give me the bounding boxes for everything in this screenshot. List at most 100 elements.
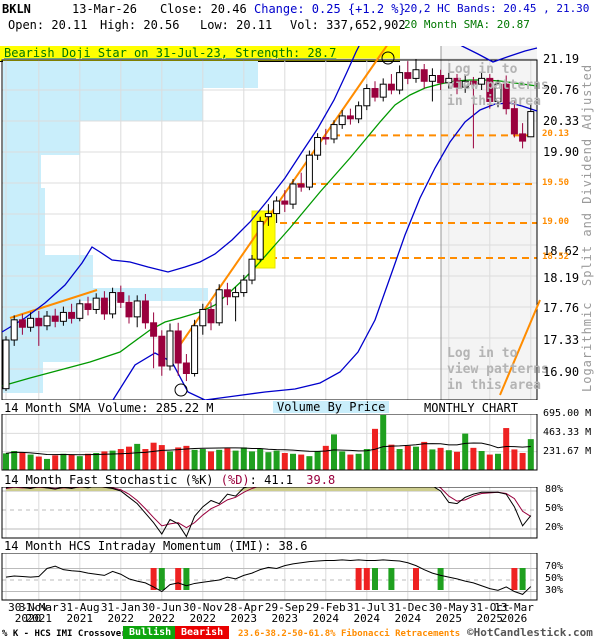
price-axis-label: 20.33 (543, 114, 580, 128)
low-value: Low: 20.11 (200, 18, 273, 32)
candle-body (379, 83, 387, 98)
x-axis-tick-year: 2022 (189, 612, 217, 625)
candle-body (59, 311, 67, 322)
login-line: view patterns (447, 362, 549, 377)
imi-bearish-signal[interactable] (175, 568, 182, 590)
sma20-value: 20 Month SMA: 20.87 (404, 18, 530, 31)
login-overlay-top[interactable]: Log in to view patterns in this area (447, 62, 549, 110)
volume-bar (208, 451, 214, 470)
x-axis-tick-date: 31-Mar (18, 601, 59, 614)
hc-bands-value: 20,2 HC Bands: 20.45 , 21.30 (404, 2, 590, 15)
login-overlay-bottom[interactable]: Log in to view patterns in this area (447, 346, 549, 394)
volume-axis-label: 231.67 M (543, 446, 592, 457)
crossover-legend-label: % K - HCS IMI Crossover, (2, 629, 133, 639)
volume-bar (421, 441, 428, 470)
change-value: Change: 0.25 {+1.2 %} (254, 2, 406, 16)
imi-bearish-signal[interactable] (150, 568, 157, 590)
volume-bar (93, 452, 100, 470)
copyright-label[interactable]: ©HotCandlestick.com (467, 626, 593, 639)
volume-chart[interactable] (0, 414, 544, 472)
x-axis-tick-date: 31-Aug (59, 601, 100, 614)
stoch-k-value: 41.1 (264, 473, 294, 487)
trend-line (499, 299, 541, 396)
volume-bar (363, 449, 370, 470)
x-axis-tick-year: 2024 (353, 612, 381, 625)
pattern-banner[interactable]: Bearish Doji Star on 31-Jul-23, Strength… (0, 46, 400, 62)
volume-bar (519, 452, 526, 470)
imi-bullish-signal[interactable] (158, 568, 165, 590)
candle-body (494, 83, 502, 102)
volume-by-price-label[interactable]: Volume By Price (273, 401, 390, 413)
candle-body (27, 317, 35, 328)
volume-bar (232, 450, 239, 470)
imi-bearish-signal[interactable] (355, 568, 362, 590)
volume-by-price-band (3, 288, 208, 301)
volume-bar (298, 454, 305, 470)
imi-bearish-signal[interactable] (511, 568, 518, 590)
candle-body (199, 308, 207, 327)
imi-bullish-signal[interactable] (372, 568, 378, 590)
scale-caption: Logarithmic (580, 301, 594, 392)
volume-panel-title: 14 Month SMA Volume: 285.22 M (4, 401, 214, 415)
ticker-symbol: BKLN (2, 2, 31, 16)
candle-body (256, 220, 264, 260)
volume-bar (175, 447, 182, 470)
quote-date: 13-Mar-26 (72, 2, 138, 16)
stochastic-panel-border (1, 487, 538, 539)
volume-bar (388, 444, 395, 470)
imi-axis-label: 30% (545, 585, 564, 596)
volume-bar (511, 449, 518, 470)
volume-bar (281, 452, 288, 470)
candle-body (92, 297, 100, 310)
imi-bullish-signal[interactable] (519, 568, 526, 590)
stochastic-axis-label: 80% (545, 484, 564, 495)
candle-body (478, 77, 486, 85)
volume-bar (249, 451, 255, 470)
imi-grid (2, 553, 537, 600)
imi-bullish-signal[interactable] (183, 568, 190, 590)
x-axis-tick-date: 28-Apr (223, 601, 264, 614)
login-line: Log in to (447, 346, 518, 361)
volume-bar (413, 446, 419, 470)
fib-axis-label: 19.50 (542, 178, 570, 188)
imi-bearish-signal[interactable] (413, 568, 419, 590)
candle-body (412, 69, 420, 79)
trend-line (179, 46, 388, 346)
imi-chart[interactable] (0, 553, 544, 601)
volume-bar (224, 448, 231, 470)
volume-bar (52, 455, 59, 470)
candle-body (355, 105, 363, 120)
lower-hc-band (112, 102, 538, 400)
high-value: High: 20.56 (100, 18, 180, 32)
x-axis-tick-date: 30-Nov (8, 601, 48, 614)
candle-body (281, 200, 289, 205)
candle-body (166, 330, 174, 367)
x-axis-tick-date: 31-Dec (387, 601, 428, 614)
volume-bar (331, 434, 337, 470)
imi-bearish-signal[interactable] (363, 568, 370, 590)
candle-body (346, 115, 354, 120)
x-axis-tick-date: 13-Mar (494, 601, 534, 614)
candle-body (420, 69, 428, 82)
x-axis-tick-date: 30-Jun (141, 601, 182, 614)
candle-body (396, 72, 404, 91)
candle-body (387, 83, 395, 91)
candle-body (264, 213, 272, 218)
stoch-d-title: (%D) (220, 473, 250, 487)
fib-axis-label: 20.13 (542, 129, 570, 140)
x-axis-tick-date: 30-Nov (182, 601, 223, 614)
main-plot-border (1, 59, 538, 400)
imi-bullish-signal[interactable] (437, 568, 444, 590)
candle-body (371, 88, 379, 98)
candle-body (109, 292, 117, 315)
candle-body (314, 136, 322, 156)
candle-body (125, 301, 133, 318)
volume-bar (322, 445, 329, 470)
candle-body (363, 88, 371, 107)
x-axis-tick-year: 2023 (230, 612, 258, 625)
stochastic-chart[interactable] (0, 487, 544, 539)
stoch-colon: : (249, 473, 257, 487)
main-price-chart[interactable] (0, 46, 544, 400)
volume-bar (240, 447, 247, 470)
imi-bullish-signal[interactable] (388, 568, 395, 590)
